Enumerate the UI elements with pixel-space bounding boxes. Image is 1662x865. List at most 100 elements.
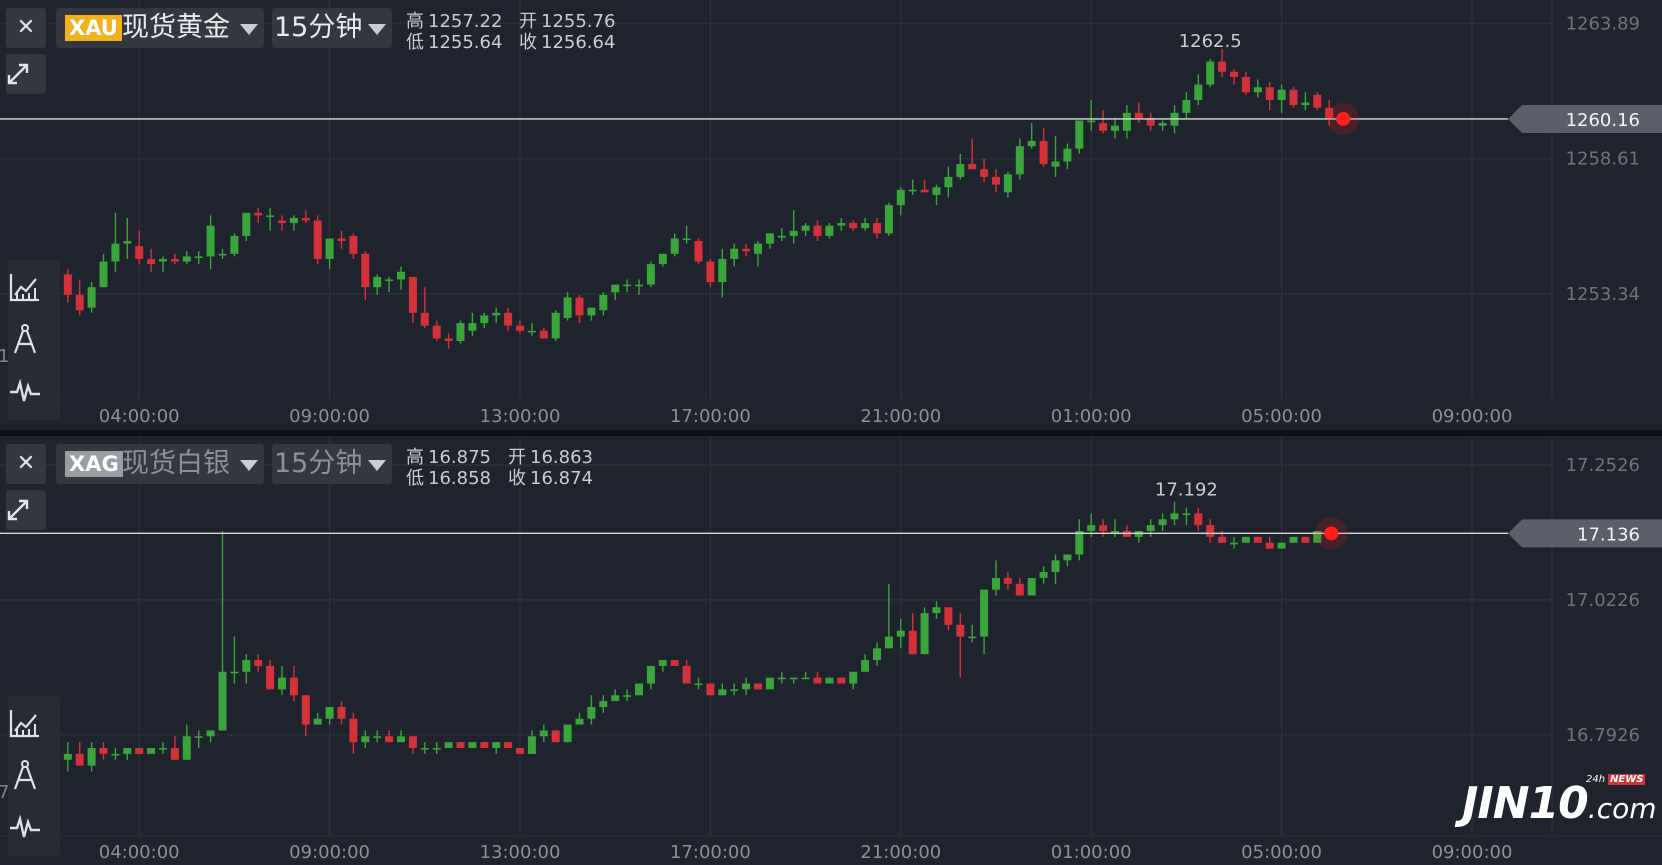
high-label: 高 — [406, 447, 424, 468]
candle-body — [563, 297, 572, 318]
drawing-toolbar — [8, 260, 60, 420]
candle-body — [754, 683, 762, 690]
candle-body — [444, 338, 453, 342]
candle-body — [444, 742, 453, 749]
candle-body — [801, 225, 810, 231]
indicator-icon[interactable] — [8, 706, 42, 740]
close-value: 16.874 — [530, 468, 593, 489]
candle-body — [182, 736, 191, 760]
candle-body — [1158, 123, 1167, 126]
candle-body — [777, 677, 786, 680]
candle-body — [1230, 542, 1238, 545]
drawing-toolbar — [8, 696, 60, 856]
candle-body — [432, 325, 441, 339]
close-button[interactable]: ✕ — [6, 8, 46, 48]
candle-body — [468, 742, 477, 749]
candle-body — [1099, 525, 1108, 532]
candle-body — [1015, 146, 1024, 175]
candle-body — [1277, 542, 1286, 549]
candle-body — [1146, 525, 1155, 532]
candle-body — [1063, 554, 1072, 561]
indicator-icon[interactable] — [8, 270, 42, 304]
candle-body — [242, 212, 251, 236]
candle-body — [135, 246, 144, 259]
candlestick-chart-silver[interactable]: 04:00:00 09:00:00 13:00:00 17:00:00 21:00:00… — [0, 436, 1662, 865]
candle-body — [932, 187, 941, 195]
candle-body — [1230, 71, 1238, 77]
close-icon: ✕ — [16, 451, 36, 476]
compass-icon[interactable] — [8, 758, 42, 792]
period-selector[interactable]: 15分钟 — [272, 8, 392, 48]
candle-body — [1265, 87, 1274, 100]
candle-body — [63, 274, 72, 295]
candle-body — [896, 630, 905, 637]
current-price-label: 1260.16 — [1566, 110, 1640, 131]
candle-body — [1218, 61, 1227, 72]
x-tick-label: 21:00:00 — [860, 406, 941, 427]
candle-body — [694, 683, 703, 686]
candle-body — [278, 677, 286, 690]
candle-body — [313, 718, 322, 725]
open-value: 1255.76 — [541, 11, 616, 32]
logo-badge-news: NEWS — [1608, 774, 1646, 785]
candle-body — [1265, 542, 1274, 549]
close-button[interactable]: ✕ — [6, 444, 46, 484]
x-tick-label: 01:00:00 — [1051, 842, 1132, 863]
pulse-icon[interactable] — [8, 810, 42, 844]
x-tick-label: 09:00:00 — [289, 406, 370, 427]
candle-body — [873, 648, 881, 661]
candle-body — [920, 613, 929, 655]
x-tick-label: 09:00:00 — [1432, 406, 1513, 427]
candle-body — [325, 706, 334, 719]
chevron-down-icon — [368, 460, 386, 471]
candle-body — [980, 169, 989, 177]
expand-icon — [7, 63, 29, 85]
candle-body — [1182, 100, 1191, 113]
chevron-down-icon — [240, 24, 258, 35]
pulse-icon[interactable] — [8, 374, 42, 408]
x-tick-label: 09:00:00 — [289, 842, 370, 863]
logo-suffix: .com — [1587, 792, 1657, 825]
open-label: 开 — [508, 447, 526, 468]
candle-body — [754, 243, 762, 254]
candle-body — [159, 748, 167, 750]
candlestick-chart-gold[interactable]: 04:00:00 09:00:00 13:00:00 17:00:00 21:00:00… — [0, 0, 1662, 430]
expand-button[interactable] — [6, 490, 46, 530]
candle-body — [623, 284, 632, 287]
open-label: 开 — [519, 11, 537, 32]
x-tick-label: 04:00:00 — [99, 842, 180, 863]
low-label: 低 — [406, 32, 424, 53]
candle-body — [408, 276, 417, 313]
candle-body — [825, 677, 834, 684]
candle-body — [527, 330, 536, 333]
candle-body — [301, 695, 310, 725]
candle-body — [123, 748, 132, 754]
candle-body — [1122, 112, 1131, 131]
x-tick-label: 17:00:00 — [670, 406, 751, 427]
candle-body — [1039, 572, 1048, 578]
candle-body — [456, 742, 465, 749]
candle-body — [611, 284, 620, 293]
symbol-selector[interactable]: XAU 现货黄金 — [56, 8, 264, 48]
expand-button[interactable] — [6, 54, 46, 94]
candle-body — [194, 256, 203, 259]
candle-body — [1253, 87, 1262, 93]
symbol-selector[interactable]: XAG 现货白银 — [56, 444, 264, 484]
x-tick-label: 21:00:00 — [860, 842, 941, 863]
x-tick-label: 17:00:00 — [670, 842, 751, 863]
candle-body — [527, 736, 536, 754]
close-label: 收 — [519, 32, 537, 53]
low-value: 1255.64 — [428, 32, 503, 53]
candle-body — [87, 748, 96, 766]
period-selector[interactable]: 15分钟 — [272, 444, 392, 484]
candle-body — [218, 253, 227, 256]
candle-body — [1241, 536, 1250, 543]
candle-body — [516, 325, 524, 331]
candle-body — [670, 238, 679, 254]
candle-body — [837, 223, 846, 226]
candle-body — [932, 607, 941, 614]
compass-icon[interactable] — [8, 322, 42, 356]
candle-body — [182, 256, 191, 262]
candle-body — [801, 677, 810, 680]
candle-body — [456, 323, 465, 342]
